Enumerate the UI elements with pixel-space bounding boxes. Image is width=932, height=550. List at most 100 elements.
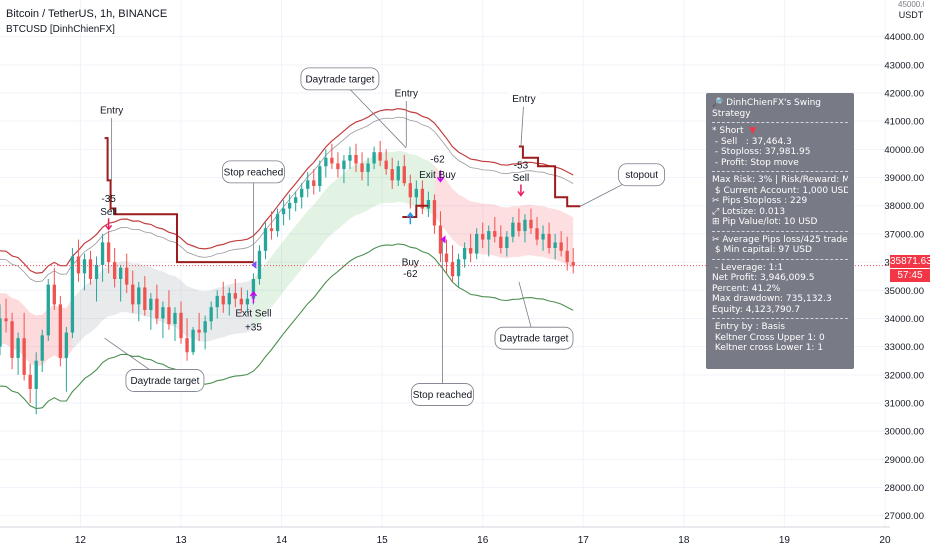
annotations: Entry -35 Sell Stop reached Exit Sell +35 Dayt… (96, 67, 666, 406)
candle-body (215, 295, 219, 308)
candle-body (366, 163, 370, 172)
callout-text: Stop reached (224, 167, 284, 178)
candle-body (378, 152, 382, 161)
candle-body (155, 298, 159, 319)
callout-box (222, 160, 285, 184)
y-tick-label: 27000.00 (884, 511, 924, 522)
candle-body (517, 222, 521, 232)
candle-body (40, 335, 44, 361)
candle-body (263, 228, 268, 251)
position-line: - Stoploss: 37,981.95 (712, 147, 811, 157)
candle-body (281, 208, 286, 215)
position-line: - Profit: Stop move (712, 157, 799, 168)
candle-body (456, 259, 461, 277)
risk-block: Max Risk: 3% | Risk/Reward: Move Stop $ … (712, 175, 848, 228)
candle-body (10, 321, 14, 358)
performance-line: Percent: 41.2% (712, 283, 781, 294)
callout-box (494, 326, 574, 350)
x-tick-label: 16 (477, 535, 489, 546)
sell-arrow (517, 184, 525, 197)
candle-body (438, 225, 443, 254)
y-tick-label: 37000.00 (884, 229, 924, 240)
stop-marker (440, 235, 446, 244)
divider (712, 171, 848, 172)
candle-body (64, 332, 69, 358)
entry-line: Keltner Cross Upper 1: 0 (712, 332, 825, 343)
arrow-head (436, 176, 445, 183)
candle-body (203, 321, 207, 333)
candle-body (34, 360, 38, 389)
callout-text: Stop reached (413, 390, 473, 401)
candle-body (414, 188, 418, 198)
candle-body (541, 233, 545, 240)
risk-line: Max Risk: 3% | Risk/Reward: Move Stop (712, 175, 848, 185)
candle-body (499, 236, 503, 248)
candle-body (348, 155, 352, 161)
candle-body (167, 307, 171, 325)
entry-line: Entry by : Basis (712, 322, 786, 332)
candle-body (330, 157, 334, 164)
candles (0, 140, 575, 415)
candle-body (82, 259, 87, 274)
candle-body (402, 166, 406, 184)
candle-body (143, 287, 147, 310)
candle-body (493, 231, 497, 237)
candle-body (505, 236, 509, 248)
y-tick-label: 31000.00 (884, 399, 924, 410)
arrow-head (517, 191, 525, 197)
callout-box (618, 163, 666, 187)
candle-body (197, 329, 201, 333)
candle-body (100, 242, 105, 265)
candle-body (354, 155, 358, 164)
y-tick-label: 34000.00 (884, 314, 924, 325)
candle-body (287, 202, 292, 209)
indicator-title: BTCUSD [DinhChienFX] (6, 24, 115, 35)
pips-block: ✂ Average Pips loss/425 trades : 29 $ Mi… (712, 235, 848, 256)
candle-body (185, 338, 189, 353)
candle-body (565, 250, 569, 263)
candle-body (149, 298, 153, 310)
candle-body (523, 219, 527, 232)
arrow-head (105, 224, 113, 231)
band-fill (434, 165, 574, 268)
candle-body (275, 214, 280, 232)
sell-arrow (105, 218, 113, 231)
candle-body (70, 256, 75, 333)
candle-body (481, 233, 485, 240)
candle-body (58, 304, 62, 358)
keltner-lower-line (0, 243, 574, 410)
x-tick-label: 20 (879, 535, 891, 546)
divider (712, 230, 848, 232)
candle-body (432, 200, 437, 226)
candle-body (112, 262, 117, 279)
risk-line: $ Current Account: 1,000 USD (712, 185, 848, 196)
callout-leader (339, 78, 407, 149)
position-line: - Sell : 37,464.3 (712, 136, 792, 147)
band-fill (253, 150, 435, 329)
candle-body (306, 180, 310, 189)
candle-body (131, 284, 135, 305)
y-tick-label: 44000.00 (884, 32, 924, 43)
signal-label: Sell (100, 207, 117, 218)
callout-box (125, 369, 205, 392)
candle-body (227, 293, 231, 305)
x-tick-label: 13 (175, 535, 187, 546)
keltner-upper-line (0, 107, 574, 274)
candle-body (257, 250, 262, 279)
candle-body (318, 166, 322, 186)
risk-line: ⊞ Pip Value/lot: 10 USD (712, 217, 818, 227)
callout-text: Daytrade target (130, 376, 199, 387)
signal-label: Buy (402, 258, 419, 269)
y-tick-label: 35000.00 (884, 286, 924, 297)
candle-body (173, 312, 177, 325)
candle-body (475, 233, 479, 254)
entry-block: Entry by : Basis Keltner Cross Upper 1: … (712, 322, 848, 354)
stop-line (104, 137, 254, 264)
candle-body (336, 163, 340, 170)
info-title-text: DinhChienFX's Swing Strategy (712, 98, 822, 119)
candle-body (511, 222, 515, 237)
axis-unit: 45000.00 USDT (898, 0, 924, 20)
callout-bg (391, 85, 422, 101)
